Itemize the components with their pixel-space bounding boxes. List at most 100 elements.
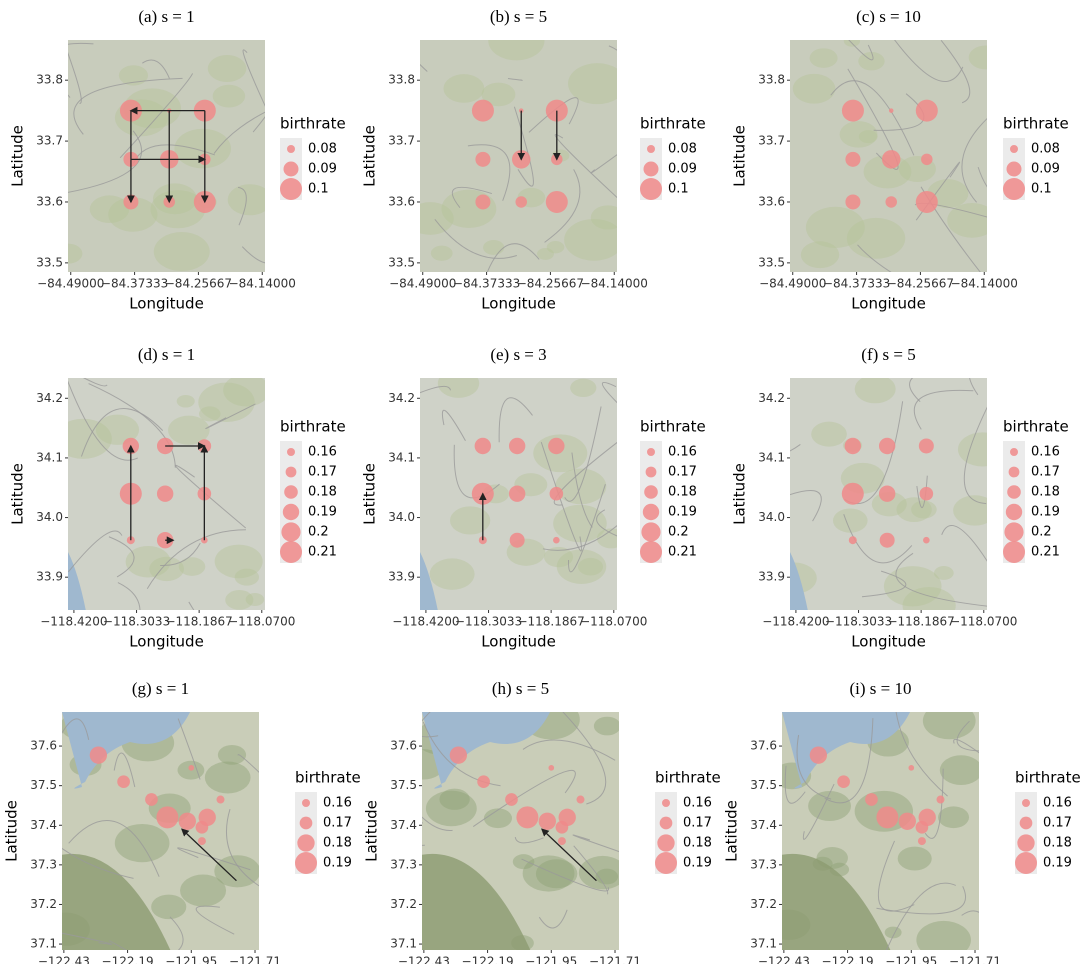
map-patch (484, 808, 512, 828)
y-tick-label: 34.2 (388, 391, 415, 405)
panel: (i) s = 10−122.43−122.19−121.95−121.7137… (723, 679, 1081, 964)
point (156, 806, 178, 828)
map-patch (235, 569, 259, 586)
legend-key (647, 145, 655, 153)
legend-title: birthrate (1015, 769, 1081, 787)
legend-label: 0.21 (1031, 545, 1060, 560)
legend-label: 0.16 (683, 796, 712, 811)
x-tick-label: −84.49000 (37, 277, 104, 291)
x-tick-label: −84.25667 (165, 277, 232, 291)
x-tick-label: −84.49000 (759, 277, 826, 291)
point (217, 796, 225, 804)
map-patch (801, 241, 839, 268)
point (199, 809, 216, 826)
legend-label: 0.2 (308, 525, 329, 540)
map-road (344, 0, 427, 72)
point (908, 765, 914, 771)
point (450, 746, 467, 763)
point (921, 154, 933, 166)
point (865, 793, 878, 806)
legend-label: 0.08 (1031, 142, 1060, 157)
x-tick-label: −121.71 (229, 955, 281, 964)
y-tick-label: 33.5 (388, 255, 415, 269)
legend-label: 0.18 (323, 836, 352, 851)
panel: (a) s = 1−84.49000−84.37333−84.25667−84.… (9, 7, 346, 313)
panel-title: (c) s = 10 (856, 7, 921, 26)
point (937, 796, 945, 804)
point (889, 108, 894, 113)
legend-title: birthrate (280, 418, 346, 436)
panel-title: (b) s = 5 (490, 7, 547, 26)
y-tick-label: 37.1 (390, 937, 417, 951)
legend-key (1022, 799, 1030, 807)
map-patch (855, 375, 896, 404)
x-axis-title: Longitude (481, 295, 556, 313)
legend-label: 0.18 (308, 485, 337, 500)
panel: (g) s = 1−122.43−122.19−121.95−121.7137.… (3, 679, 361, 964)
point (188, 765, 194, 771)
x-tick-label: −118.3033 (825, 615, 892, 629)
panel-title: (h) s = 5 (492, 679, 549, 698)
legend-title: birthrate (280, 115, 346, 133)
point (516, 806, 538, 828)
map-patch (443, 74, 484, 103)
legend-key (287, 448, 295, 456)
x-tick-label: −122.43 (38, 955, 90, 964)
point (916, 191, 938, 213)
legend-key (1007, 485, 1021, 499)
y-tick-label: 33.8 (36, 73, 63, 87)
legend-key (300, 817, 313, 830)
map-patch (547, 241, 565, 253)
x-tick-label: −122.19 (462, 955, 514, 964)
panel-title: (i) s = 10 (850, 679, 912, 698)
map-patch (151, 895, 186, 920)
y-tick-label: 34.2 (36, 391, 63, 405)
y-tick-label: 37.5 (750, 778, 777, 792)
point (559, 809, 576, 826)
map-patch (810, 48, 838, 68)
legend-label: 0.1 (1031, 182, 1052, 197)
x-tick-label: −118.0700 (580, 615, 647, 629)
legend-title: birthrate (640, 115, 706, 133)
legend-key (281, 522, 300, 541)
map-patch (923, 702, 976, 739)
point (879, 486, 895, 502)
legend-key (1010, 448, 1018, 456)
x-tick-label: −84.37333 (823, 277, 890, 291)
y-tick-label: 33.5 (758, 255, 785, 269)
map (767, 702, 1038, 964)
point (845, 194, 860, 209)
map-patch (218, 745, 246, 765)
y-tick-label: 34.1 (36, 450, 63, 464)
legend-label: 0.16 (1043, 796, 1072, 811)
panel-title: (d) s = 1 (138, 345, 195, 364)
legend-key (640, 178, 662, 200)
legend-label: 0.08 (308, 142, 337, 157)
legend-label: 0.16 (323, 796, 352, 811)
legend-key (284, 162, 299, 177)
point (916, 100, 938, 122)
point (548, 438, 564, 454)
legend-key (1009, 467, 1020, 478)
x-tick-label: −118.0700 (950, 615, 1017, 629)
point (876, 806, 898, 828)
x-tick-label: −118.3033 (455, 615, 522, 629)
map-patch (199, 406, 221, 421)
y-tick-label: 33.9 (36, 570, 63, 584)
y-axis-title: Latitude (731, 463, 749, 525)
map-patch (591, 205, 625, 229)
legend-title: birthrate (1003, 418, 1069, 436)
legend-key (1007, 162, 1022, 177)
point (842, 100, 864, 122)
x-tick-label: −122.19 (822, 955, 874, 964)
x-tick-label: −118.3033 (103, 615, 170, 629)
point (198, 837, 206, 845)
legend-key (1003, 178, 1025, 200)
legend-key (641, 522, 660, 541)
legend-title: birthrate (655, 769, 721, 787)
x-tick-label: −84.25667 (517, 277, 584, 291)
point (919, 809, 936, 826)
map-patch (570, 379, 596, 397)
point (179, 813, 196, 830)
x-tick-label: −118.0700 (228, 615, 295, 629)
